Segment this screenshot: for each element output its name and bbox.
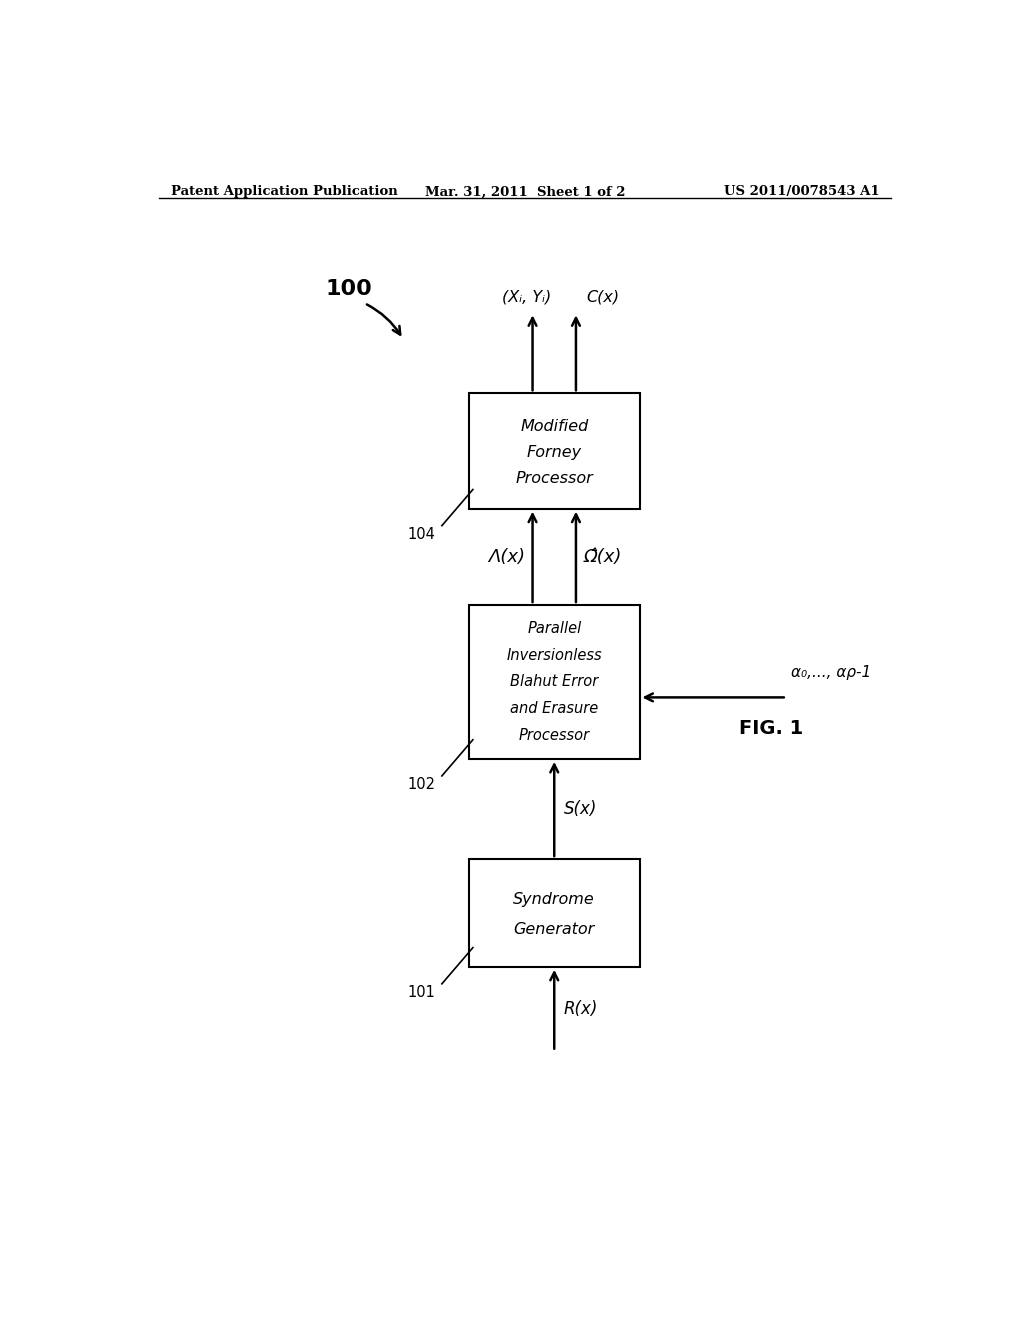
Bar [469,859,640,966]
Text: Ω̂(x): Ω̂(x) [584,548,622,566]
Text: Patent Application Publication: Patent Application Publication [171,185,397,198]
Text: Generator: Generator [514,923,595,937]
Text: Parallel: Parallel [527,620,582,636]
Text: (Xᵢ, Yᵢ): (Xᵢ, Yᵢ) [502,289,551,305]
Text: R(x): R(x) [563,1001,598,1018]
Bar [469,393,640,508]
Text: Syndrome: Syndrome [513,891,595,907]
Text: Blahut Error: Blahut Error [510,675,598,689]
Text: 102: 102 [408,777,435,792]
Text: α₀,..., αρ-1: α₀,..., αρ-1 [791,665,870,681]
Text: US 2011/0078543 A1: US 2011/0078543 A1 [724,185,880,198]
Text: 100: 100 [326,280,373,300]
Text: Forney: Forney [526,445,582,461]
Text: and Erasure: and Erasure [510,701,598,717]
Text: Mar. 31, 2011  Sheet 1 of 2: Mar. 31, 2011 Sheet 1 of 2 [425,185,625,198]
Text: Processor: Processor [515,471,593,486]
Text: 101: 101 [408,985,435,1001]
Text: C(x): C(x) [587,289,620,305]
Text: 104: 104 [408,527,435,543]
Bar [469,605,640,759]
Text: S(x): S(x) [563,800,597,818]
Text: Inversionless: Inversionless [507,648,602,663]
Text: FIG. 1: FIG. 1 [739,718,804,738]
Text: Λ(x): Λ(x) [487,548,524,566]
Text: Modified: Modified [520,418,589,434]
Text: Processor: Processor [519,729,590,743]
